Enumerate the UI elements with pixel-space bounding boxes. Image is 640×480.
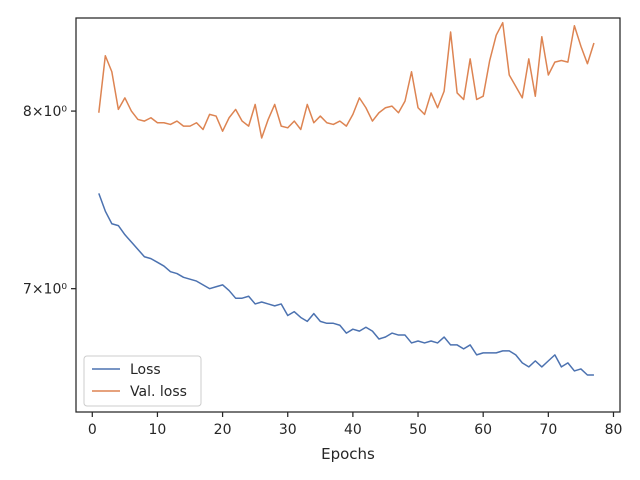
legend: Loss Val. loss bbox=[83, 355, 202, 407]
series-line-loss bbox=[98, 193, 594, 376]
plot-area bbox=[98, 21, 595, 376]
x-tick-label: 0 bbox=[88, 422, 97, 438]
x-tick-label: 60 bbox=[474, 422, 492, 438]
x-tick-label: 20 bbox=[214, 422, 232, 438]
x-tick-label: 30 bbox=[279, 422, 297, 438]
series-line-val-loss bbox=[98, 21, 595, 139]
x-tick-label: 40 bbox=[344, 422, 362, 438]
x-axis: 0 10 20 30 40 50 60 70 80 bbox=[88, 412, 623, 438]
x-tick-label: 10 bbox=[149, 422, 167, 438]
legend-label: Val. loss bbox=[130, 384, 187, 400]
axes-frame bbox=[75, 17, 621, 413]
y-axis: 7×10⁰ 8×10⁰ bbox=[23, 104, 76, 298]
y-tick-label: 8×10⁰ bbox=[23, 104, 67, 120]
x-tick-label: 80 bbox=[605, 422, 623, 438]
x-tick-label: 50 bbox=[409, 422, 427, 438]
y-tick-label: 7×10⁰ bbox=[23, 282, 67, 298]
x-axis-label: Epochs bbox=[321, 445, 375, 463]
legend-label: Loss bbox=[130, 362, 161, 378]
x-tick-label: 70 bbox=[539, 422, 557, 438]
